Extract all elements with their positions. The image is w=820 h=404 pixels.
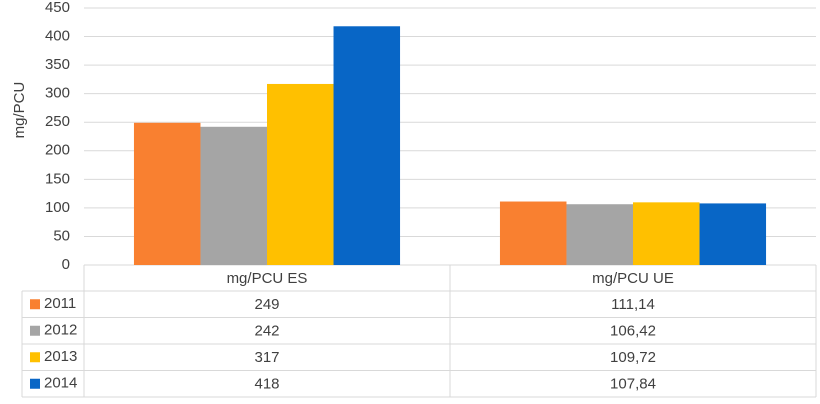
legend-label: 2011	[44, 295, 76, 312]
legend-label: 2012	[44, 322, 77, 339]
bar	[333, 26, 401, 265]
y-tick-label: 400	[45, 28, 70, 45]
y-tick-label: 350	[45, 56, 70, 73]
y-axis-label: mg/PCU	[11, 82, 28, 139]
table-cell: 111,14	[611, 296, 655, 313]
legend-label: 2014	[44, 375, 77, 392]
table-cell: 106,42	[610, 323, 656, 340]
table-cell: 242	[254, 323, 279, 340]
bar	[633, 202, 700, 265]
y-tick-label: 100	[45, 199, 70, 216]
table-header: mg/PCU ES	[227, 270, 308, 287]
y-tick-label: 0	[62, 256, 70, 273]
legend-swatch	[30, 378, 40, 389]
bar	[267, 83, 334, 265]
y-tick-label: 450	[45, 0, 70, 16]
table-header: mg/PCU UE	[592, 270, 674, 287]
y-tick-label: 150	[45, 170, 70, 187]
legend-swatch	[30, 325, 40, 336]
legend-swatch	[30, 299, 40, 310]
table-cell: 107,84	[610, 376, 656, 393]
bar	[200, 126, 267, 266]
table-cell: 109,72	[610, 349, 656, 366]
table-cell: 249	[254, 296, 279, 313]
y-tick-label: 250	[45, 113, 70, 130]
bar	[699, 203, 767, 265]
legend-swatch	[30, 352, 40, 363]
y-tick-label: 200	[45, 142, 70, 159]
table-cell: 317	[254, 349, 279, 366]
table-cell: 418	[254, 376, 279, 393]
bar	[499, 201, 567, 265]
y-tick-label: 50	[53, 227, 70, 244]
bar	[133, 122, 201, 265]
y-tick-label: 300	[45, 85, 70, 102]
bar	[566, 204, 633, 265]
legend-label: 2013	[44, 348, 77, 365]
